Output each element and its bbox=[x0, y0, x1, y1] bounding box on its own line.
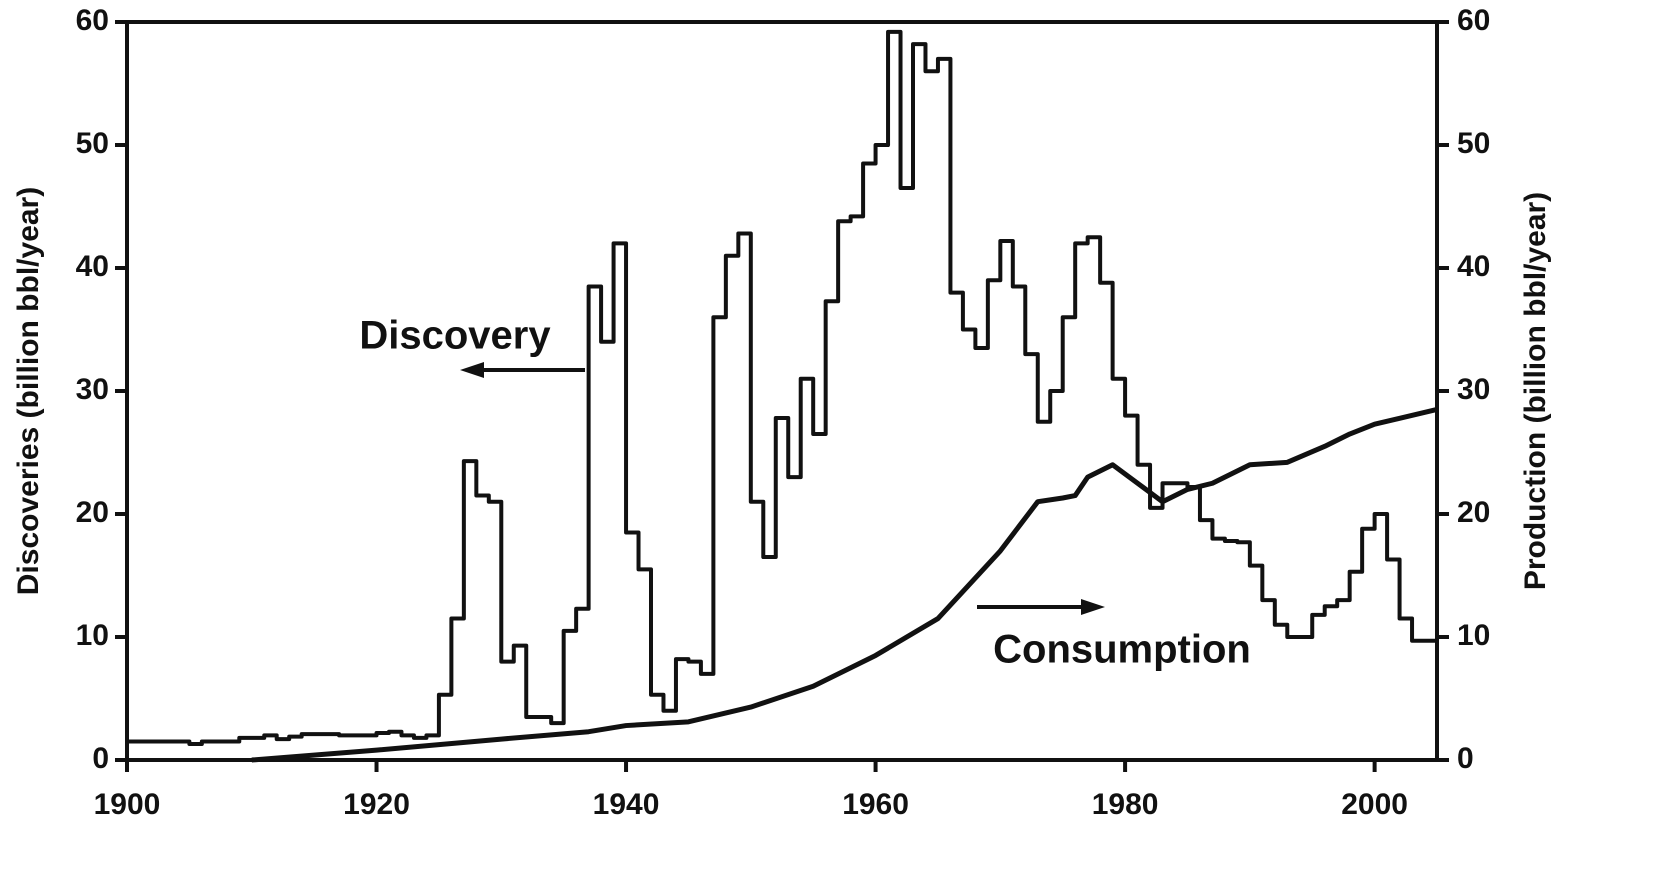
y-tick-label: 10 bbox=[76, 619, 109, 652]
y-tick-label: 60 bbox=[76, 4, 109, 37]
y2-tick-label: 40 bbox=[1457, 250, 1490, 283]
x-tick-label: 2000 bbox=[1341, 788, 1408, 821]
series-line bbox=[251, 407, 1438, 763]
y2-tick-label: 20 bbox=[1457, 496, 1490, 529]
arrow-head bbox=[460, 362, 484, 378]
y2-tick-label: 50 bbox=[1457, 127, 1490, 160]
x-tick-label: 1940 bbox=[593, 788, 660, 821]
x-tick-label: 1980 bbox=[1092, 788, 1159, 821]
y-axis-title: Discoveries (billion bbl/year) bbox=[12, 187, 45, 595]
y2-tick-label: 10 bbox=[1457, 619, 1490, 652]
y-tick-label: 0 bbox=[92, 742, 109, 775]
x-tick-label: 1920 bbox=[343, 788, 410, 821]
y2-tick-label: 60 bbox=[1457, 4, 1490, 37]
y-tick-label: 50 bbox=[76, 127, 109, 160]
y-tick-label: 40 bbox=[76, 250, 109, 283]
annotation: Consumption bbox=[993, 628, 1251, 672]
arrows bbox=[460, 362, 1105, 615]
x-tick-label: 1960 bbox=[842, 788, 909, 821]
x-tick-label: 1900 bbox=[94, 788, 161, 821]
y2-axis-title: Production (billion bbl/year) bbox=[1519, 192, 1552, 590]
arrow-head bbox=[1081, 599, 1105, 615]
series-line bbox=[127, 29, 1437, 747]
annotation: Discovery bbox=[359, 314, 551, 358]
y-tick-label: 30 bbox=[76, 373, 109, 406]
y-tick-label: 20 bbox=[76, 496, 109, 529]
y2-tick-label: 30 bbox=[1457, 373, 1490, 406]
y2-tick-label: 0 bbox=[1457, 742, 1474, 775]
